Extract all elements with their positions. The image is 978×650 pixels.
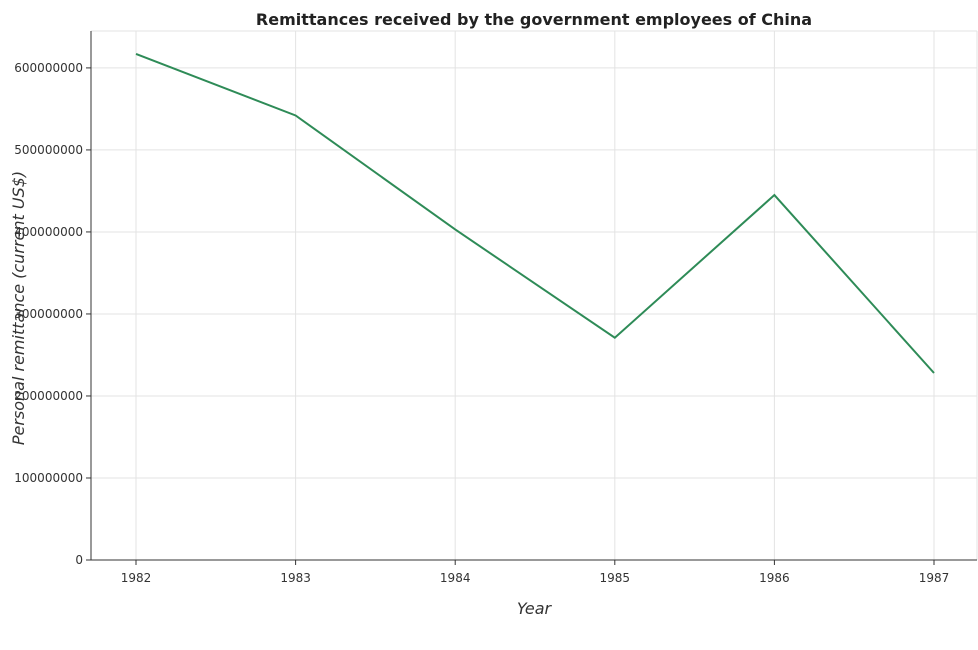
chart-title: Remittances received by the government e…	[256, 10, 812, 29]
x-tick-label: 1983	[280, 571, 311, 585]
x-tick-label: 1986	[759, 571, 790, 585]
y-tick-label: 200000000	[14, 389, 83, 403]
x-tick-label: 1982	[121, 571, 152, 585]
x-tick-labels: 1982 1983 1984 1985 1986 1987	[121, 571, 950, 585]
x-axis-label: Year	[517, 599, 553, 618]
grid	[91, 30, 978, 561]
y-tick-label: 100000000	[14, 471, 83, 485]
x-tick-label: 1985	[600, 571, 631, 585]
y-tick-label: 300000000	[14, 307, 83, 321]
x-tick-label: 1987	[919, 571, 950, 585]
y-tick-labels: 0 100000000 200000000 300000000 400000000 500…	[14, 61, 83, 567]
axes	[86, 31, 977, 565]
y-axis-label: Personal remittance (current US$)	[9, 171, 28, 445]
x-tick-label: 1984	[440, 571, 471, 585]
y-tick-label: 400000000	[14, 225, 83, 239]
series-line	[135, 53, 935, 374]
y-tick-label: 500000000	[14, 143, 83, 157]
y-tick-label: 600000000	[14, 61, 83, 75]
y-tick-label: 0	[75, 553, 83, 567]
